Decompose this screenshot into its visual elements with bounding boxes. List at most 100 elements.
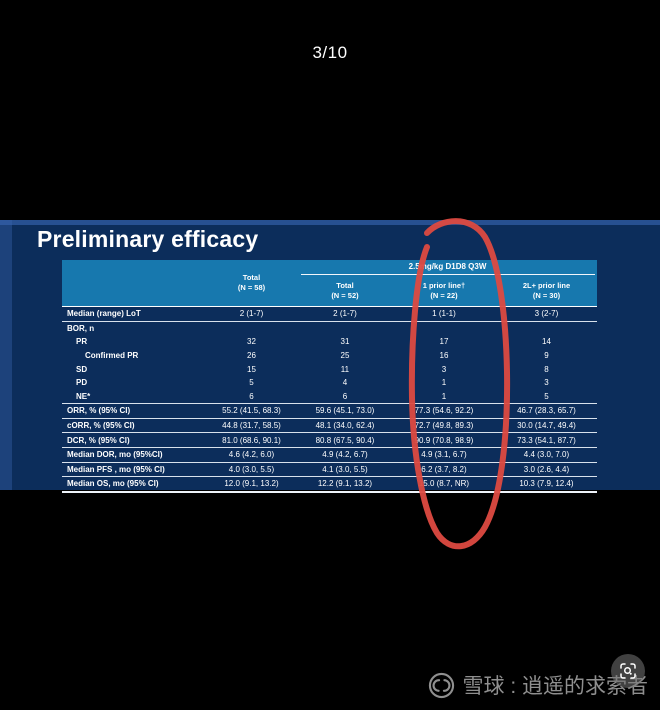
table-header: 2.5mg/kg D1D8 Q3W Total (N = 58) Total (… — [62, 260, 597, 307]
cell-value: 4.9 (4.2, 6.7) — [322, 450, 368, 460]
cell-value: 80.8 (67.5, 90.4) — [315, 435, 375, 445]
cell-value: 44.8 (31.7, 58.5) — [222, 421, 281, 431]
row-label: PD — [76, 378, 88, 388]
cell-value: 9 — [544, 351, 549, 361]
cell-value: 31 — [340, 337, 350, 347]
column-title: Total — [336, 281, 354, 290]
row-label: Median (range) LoT — [67, 309, 141, 319]
watermark: 雪球 : 逍遥的求索者 — [428, 670, 648, 700]
efficacy-table: 2.5mg/kg D1D8 Q3W Total (N = 58) Total (… — [62, 260, 597, 493]
column-header-2l-prior-line: 2L+ prior line (N = 30) — [496, 276, 597, 306]
cell-value: 4.0 (3.0, 5.5) — [228, 464, 275, 474]
slide-title: Preliminary efficacy — [37, 226, 259, 252]
row-label: NE* — [76, 391, 91, 401]
cell-value: 5 — [544, 391, 549, 401]
cell-value: 6 — [249, 391, 254, 401]
row-label: cORR, % (95% CI) — [67, 421, 135, 431]
cell-value: 73.3 (54.1, 87.7) — [517, 435, 576, 445]
cell-value: 17 — [439, 337, 449, 347]
image-search-button[interactable] — [611, 654, 645, 688]
column-n: (N = 58) — [237, 283, 266, 292]
cell-value: 4.1 (3.0, 5.5) — [322, 464, 368, 474]
row-label: Median PFS , mo (95% CI) — [67, 464, 165, 474]
cell-value: 25 — [340, 351, 350, 361]
cell-value: 3 — [544, 378, 549, 388]
cell-value: 72.7 (49.8, 89.3) — [414, 421, 474, 431]
cell-value: 48.1 (34.0, 62.4) — [315, 421, 375, 431]
cell-value: 6.2 (3.7, 8.2) — [421, 464, 467, 474]
slide-image[interactable]: Preliminary efficacy 2.5mg/kg D1D8 Q3W T… — [0, 220, 660, 493]
cell-value: 3 (2-7) — [534, 309, 559, 319]
row-label: DCR, % (95% CI) — [67, 435, 130, 445]
table-row: Median PFS , mo (95% CI) 4.0 (3.0, 5.5) … — [62, 463, 597, 478]
row-label: SD — [76, 364, 88, 374]
cell-value: 2 (1-7) — [239, 309, 264, 319]
table-row: PD 5 4 1 3 — [62, 376, 597, 390]
cell-value: 2 (1-7) — [333, 309, 357, 319]
table-row: PR 32 31 17 14 — [62, 335, 597, 349]
column-title: 1 prior line† — [422, 281, 466, 290]
column-header-total-58: Total (N = 58) — [205, 260, 298, 306]
group-header-underline — [300, 274, 595, 275]
cell-value: 81.0 (68.6, 90.1) — [222, 435, 281, 445]
table-row: Median OS, mo (95% CI) 12.0 (9.1, 13.2) … — [62, 477, 597, 491]
row-label: Median DOR, mo (95%CI) — [67, 450, 163, 460]
table-row: cORR, % (95% CI) 44.8 (31.7, 58.5) 48.1 … — [62, 419, 597, 434]
table-row: Median DOR, mo (95%CI) 4.6 (4.2, 6.0) 4.… — [62, 448, 597, 463]
table-row: BOR, n — [62, 322, 597, 336]
cell-value: 4.9 (3.1, 6.7) — [421, 450, 467, 460]
cell-value: 1 — [441, 378, 447, 388]
table-row: DCR, % (95% CI) 81.0 (68.6, 90.1) 80.8 (… — [62, 433, 597, 448]
lens-scan-icon — [620, 663, 636, 679]
cell-value: 32 — [247, 337, 256, 347]
cell-value: 15 — [247, 364, 256, 374]
group-header: 2.5mg/kg D1D8 Q3W — [408, 262, 487, 271]
cell-value: 1 — [441, 391, 447, 401]
cell-value: 12.0 (9.1, 13.2) — [224, 479, 279, 489]
row-label: Confirmed PR — [85, 351, 139, 361]
row-label: BOR, n — [67, 323, 95, 333]
cell-value: 3.0 (2.6, 4.4) — [523, 464, 570, 474]
cell-value: 12.2 (9.1, 13.2) — [317, 479, 373, 489]
column-header-1-prior-line: 1 prior line† (N = 22) — [392, 276, 496, 306]
cell-value: 4 — [342, 378, 348, 388]
column-n: (N = 22) — [430, 291, 458, 300]
column-title: 2L+ prior line — [522, 281, 571, 290]
cell-value: 4.4 (3.0, 7.0) — [523, 450, 570, 460]
watermark-text: 雪球 : 逍遥的求索者 — [462, 675, 648, 698]
cell-value: 30.0 (14.7, 49.4) — [517, 421, 576, 431]
cell-value: 26 — [247, 351, 256, 361]
column-header-total-52: Total (N = 52) — [298, 276, 392, 306]
cell-value: 1 (1-1) — [432, 309, 456, 319]
row-label: Median OS, mo (95% CI) — [67, 479, 159, 489]
cell-value: 15.0 (8.7, NR) — [418, 479, 470, 489]
cell-value: 4.6 (4.2, 6.0) — [228, 450, 275, 460]
cell-value: 77.3 (54.6, 92.2) — [414, 406, 474, 416]
cell-value: 14 — [542, 337, 551, 347]
column-title: Total — [242, 273, 261, 282]
cell-value: 16 — [439, 351, 449, 361]
xueqiu-logo-icon — [429, 672, 455, 698]
table-row: Median (range) LoT 2 (1-7) 2 (1-7) 1 (1-… — [62, 307, 597, 322]
table-row: ORR, % (95% CI) 55.2 (41.5, 68.3) 59.6 (… — [62, 404, 597, 419]
table-row: NE* 6 6 1 5 — [62, 390, 597, 405]
table-body: Median (range) LoT 2 (1-7) 2 (1-7) 1 (1-… — [62, 307, 597, 491]
row-label: ORR, % (95% CI) — [67, 406, 131, 416]
table-row: Confirmed PR 26 25 16 9 — [62, 349, 597, 363]
cell-value: 59.6 (45.1, 73.0) — [315, 406, 375, 416]
row-label: PR — [76, 337, 88, 347]
table-row: SD 15 11 3 8 — [62, 362, 597, 376]
column-n: (N = 30) — [532, 291, 561, 300]
cell-value: 46.7 (28.3, 65.7) — [517, 406, 576, 416]
page-indicator: 3/10 — [312, 43, 348, 62]
cell-value: 5 — [249, 378, 254, 388]
cell-value: 55.2 (41.5, 68.3) — [222, 406, 281, 416]
cell-value: 6 — [342, 391, 348, 401]
cell-value: 8 — [544, 364, 549, 374]
cell-value: 3 — [441, 364, 447, 374]
cell-value: 11 — [340, 364, 350, 374]
cell-value: 10.3 (7.9, 12.4) — [519, 479, 574, 489]
column-n: (N = 52) — [331, 291, 359, 300]
cell-value: 90.9 (70.8, 98.9) — [414, 435, 474, 445]
